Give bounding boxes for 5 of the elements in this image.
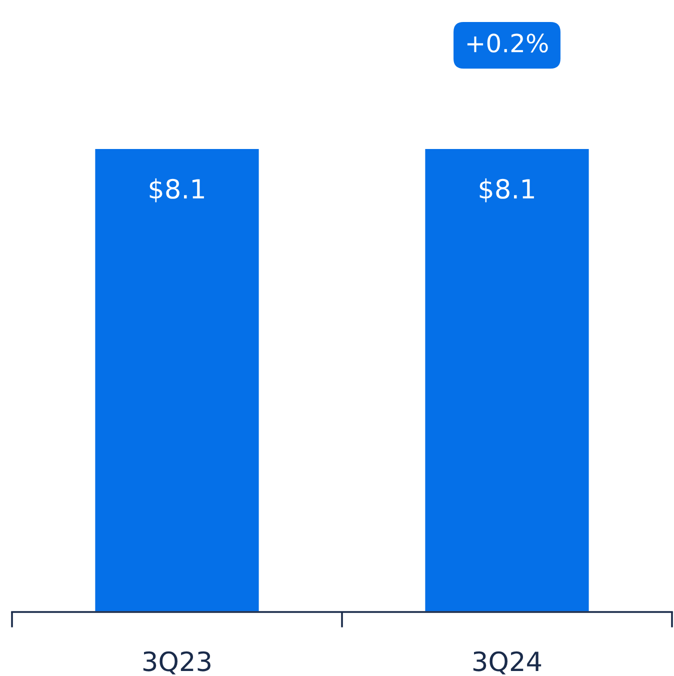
- x-tick-label: 3Q23: [143, 651, 210, 674]
- text: +0.2%: [467, 34, 548, 53]
- data-label: $8.1: [480, 178, 534, 202]
- x-tick-label: 3Q24: [473, 651, 542, 674]
- data-label: $8.1: [150, 178, 204, 202]
